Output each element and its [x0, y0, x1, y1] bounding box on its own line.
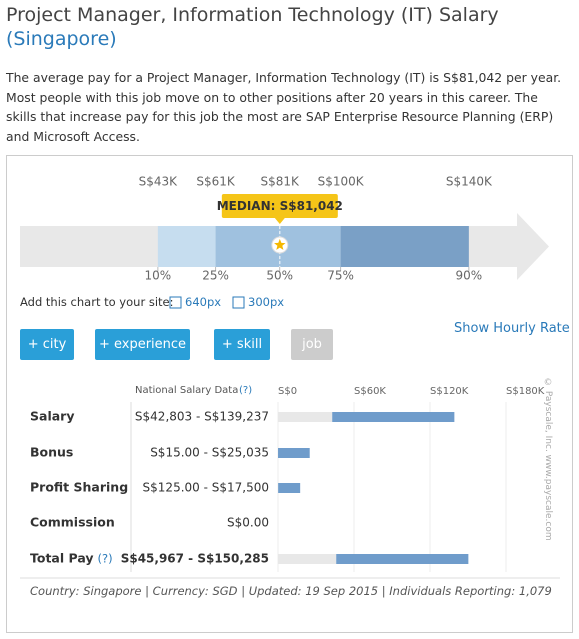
percentile-band	[340, 226, 469, 267]
row-label: Salary	[30, 409, 74, 424]
range-label: S$42,803 - S$139,237	[135, 410, 269, 424]
footer: Country: Singapore | Currency: SGD | Upd…	[30, 584, 552, 598]
range-label: S$15.00 - S$25,035	[150, 446, 269, 460]
x-tick-label: S$180K	[506, 386, 545, 397]
range-background	[278, 412, 333, 422]
percentile-label: 75%	[327, 269, 354, 283]
range-bar	[332, 412, 455, 422]
range-label: S$45,967 - S$150,285	[121, 552, 269, 566]
salary-label: S$100K	[318, 175, 365, 189]
page-title: Project Manager, Information Technology …	[6, 4, 499, 26]
watermark: © Payscale, Inc. www.payscale.com	[543, 378, 553, 541]
percentile-band	[279, 226, 341, 267]
salary-box	[6, 155, 573, 633]
help-link[interactable]: (?)	[239, 385, 253, 396]
median-star	[274, 239, 286, 250]
filter-button[interactable]: + skill	[214, 329, 270, 360]
range-bar	[336, 554, 469, 564]
percentile-band	[215, 226, 280, 267]
callout-pointer	[274, 218, 285, 224]
salary-label: S$81K	[260, 175, 300, 189]
filter-button[interactable]: + experience	[95, 329, 190, 360]
median-callout	[221, 194, 338, 218]
range-bar	[278, 448, 310, 458]
salary-label: S$43K	[139, 175, 179, 189]
hourly-link[interactable]: Show Hourly Rate	[454, 321, 570, 336]
row-label: Commission	[30, 515, 115, 530]
table-header: National Salary Data	[135, 385, 239, 396]
percentile-label: 90%	[456, 269, 483, 283]
x-tick-label: S$0	[278, 386, 297, 397]
row-label: Profit Sharing	[30, 480, 128, 495]
salary-label: S$61K	[196, 175, 236, 189]
row-label: Bonus	[30, 445, 73, 460]
percentile-label: 25%	[202, 269, 229, 283]
help-link[interactable]: (?)	[98, 552, 113, 566]
embed-link[interactable]: 640px	[185, 295, 222, 309]
range-label: S$0.00	[227, 516, 269, 530]
description: The average pay for a Project Manager, I…	[6, 70, 562, 144]
percentile-band	[157, 226, 216, 267]
row-label: Total Pay	[30, 551, 94, 566]
range-background	[278, 554, 337, 564]
range-bar	[278, 483, 301, 493]
filter-button[interactable]: + city	[20, 329, 74, 360]
embed-label: Add this chart to your site:	[20, 295, 174, 309]
salary-label: S$140K	[446, 175, 493, 189]
embed-link[interactable]: 300px	[248, 295, 285, 309]
location: (Singapore)	[6, 28, 117, 50]
x-tick-label: S$120K	[430, 386, 469, 397]
filter-button[interactable]: job	[291, 329, 333, 360]
x-tick-label: S$60K	[354, 386, 386, 397]
range-label: S$125.00 - S$17,500	[143, 481, 269, 495]
percentile-label: 50%	[266, 269, 293, 283]
percentile-label: 10%	[145, 269, 172, 283]
median-label: MEDIAN: S$81,042	[217, 199, 343, 213]
